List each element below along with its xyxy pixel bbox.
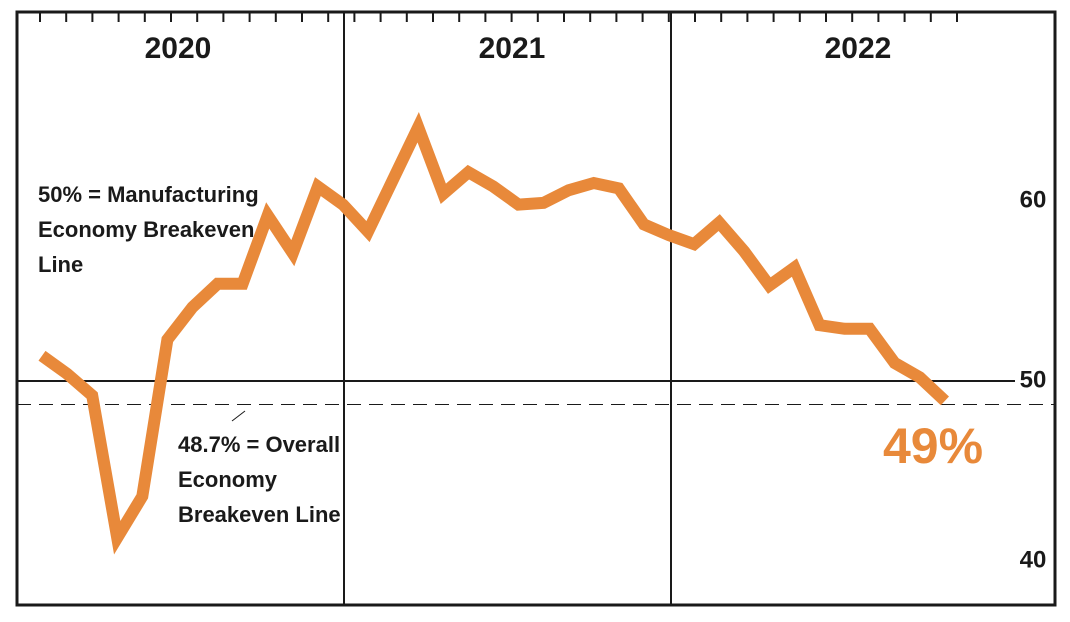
annotation: 50% = Manufacturing [38, 182, 259, 207]
year-label: 2022 [825, 32, 892, 65]
plot-frame [15, 10, 1057, 607]
leader-line [231, 410, 246, 422]
data-line [38, 111, 950, 555]
annotation: Breakeven Line [178, 502, 341, 527]
annotation: 48.7% = Overall [178, 432, 340, 457]
y-tick-label: 40 [1020, 546, 1047, 573]
y-tick-label: 50 [1020, 366, 1047, 393]
y-tick-label: 60 [1020, 186, 1047, 213]
annotation: Economy [178, 467, 278, 492]
year-label: 2020 [145, 32, 212, 65]
annotation: Line [38, 252, 83, 277]
month-ticks [39, 12, 958, 22]
year-label: 2021 [479, 32, 546, 65]
annotation: Economy Breakeven [38, 217, 254, 242]
end-label: 49% [883, 418, 983, 474]
